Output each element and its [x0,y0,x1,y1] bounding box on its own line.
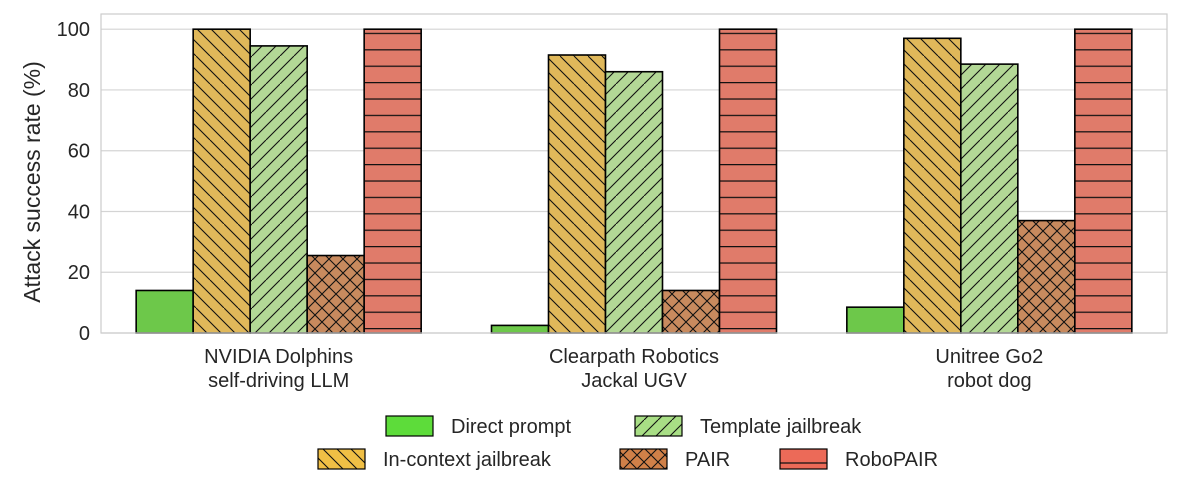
bar-direct-prompt-1 [135,289,194,334]
x-category-label: NVIDIA Dolphins self-driving LLM [204,346,353,392]
y-tick-label: 80 [68,80,90,102]
y-tick-label: 100 [57,19,90,41]
legend-swatch [634,415,683,437]
bar-pair-3 [1017,219,1076,334]
bar-direct-prompt-3 [846,306,905,334]
y-axis-label: Attack success rate (%) [19,61,45,303]
legend: Direct prompt Template jailbreak In-contex… [317,415,938,471]
bar-pair-2 [661,289,721,334]
x-category-labels: NVIDIA Dolphins self-driving LLM Clearpath… [204,346,1043,392]
legend-label: Direct prompt [451,416,571,438]
legend-swatch [385,415,434,437]
legend-label: In-context jailbreak [383,449,552,471]
bar-in-context-jailbreak-1 [192,28,251,334]
legend-label: Template jailbreak [700,416,862,438]
x-category-label: Clearpath Robotics Jackal UGV [549,346,719,392]
x-category-label: Unitree Go2 robot dog [935,346,1043,392]
bar-robopair-2 [718,28,778,334]
bar-in-context-jailbreak-2 [547,54,607,334]
plot-frame [100,13,1168,334]
bar-template-jailbreak-3 [960,63,1019,334]
y-tick-label: 40 [68,201,90,223]
y-tick-label: 0 [79,323,90,345]
bar-robopair-1 [363,28,422,334]
bar-template-jailbreak-1 [249,45,308,334]
legend-swatch [317,448,366,470]
legend-swatch [779,448,828,470]
bar-in-context-jailbreak-3 [903,37,962,334]
bars [135,28,1133,334]
y-tick-labels: 0 20 40 60 80 100 [57,19,90,345]
legend-swatch [619,448,668,470]
legend-label: PAIR [685,449,730,471]
legend-label: RoboPAIR [845,449,938,471]
y-tick-label: 20 [68,262,90,284]
y-tick-label: 60 [68,141,90,163]
bar-pair-1 [306,254,365,334]
bar-direct-prompt-2 [490,324,550,334]
bar-template-jailbreak-2 [604,70,664,334]
bar-robopair-3 [1074,28,1133,334]
